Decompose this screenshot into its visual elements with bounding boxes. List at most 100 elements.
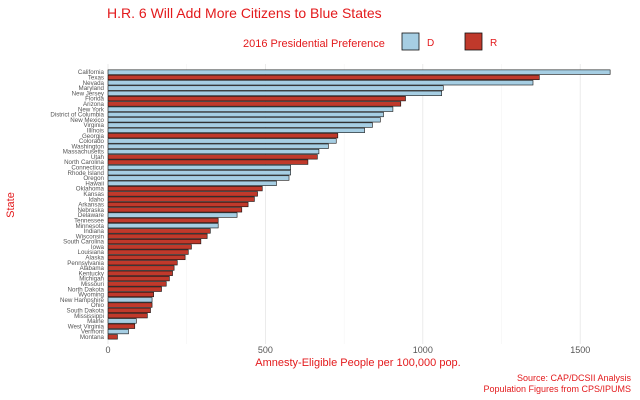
y-tick-label: New Hampshire	[60, 297, 105, 304]
bar-illinois	[107, 127, 365, 133]
bar-massachusetts	[107, 148, 320, 155]
bar-louisiana	[107, 249, 189, 255]
bar-district-of-columbia	[107, 111, 384, 118]
y-tick-label: Oklahoma	[76, 186, 105, 193]
legend-swatch-d	[401, 32, 420, 51]
bar-new-jersey	[107, 90, 443, 96]
y-tick-label: Nebraska	[78, 207, 105, 214]
legend-label-d: D	[427, 38, 434, 49]
bar-tennessee	[107, 217, 219, 223]
y-tick-label: Kentucky	[79, 270, 105, 277]
y-tick-label: Texas	[88, 75, 104, 82]
y-tick-label: New Mexico	[70, 117, 104, 124]
bar-pennsylvania	[107, 260, 178, 266]
y-tick-label: Delaware	[78, 212, 105, 219]
bar-georgia	[107, 133, 339, 139]
bar-texas	[107, 74, 540, 81]
bar-arkansas	[107, 201, 249, 208]
bar-new-hampshire	[107, 297, 153, 303]
bar-new-york	[107, 106, 394, 112]
bar-delaware	[107, 212, 238, 218]
bar-washington	[107, 143, 329, 149]
y-tick-label: Nevada	[83, 80, 105, 87]
legend-title: 2016 Presidential Preference	[243, 38, 385, 50]
y-tick-label: South Carolina	[63, 239, 104, 246]
y-tick-label: Maryland	[79, 85, 105, 92]
bar-nevada	[107, 80, 534, 86]
x-tick-labels: 0 500 1000 1500	[105, 345, 590, 355]
bar-west-virginia	[107, 323, 136, 329]
bar-arizona	[107, 101, 402, 107]
bar-utah	[107, 154, 318, 160]
y-tick-label: North Dakota	[68, 286, 105, 293]
bar-kansas	[107, 191, 258, 197]
bar-california	[107, 69, 611, 75]
y-tick-label: Alabama	[80, 265, 105, 272]
y-axis-label: State	[5, 192, 17, 218]
bar-rhode-island	[107, 170, 291, 176]
y-tick-label: Kansas	[83, 191, 104, 198]
bar-north-dakota	[107, 286, 162, 292]
y-tick-label: North Carolina	[64, 159, 104, 166]
caption-population: Population Figures from CPS/IPUMS	[483, 384, 631, 394]
bar-south-dakota	[107, 307, 151, 313]
bar-kentucky	[107, 270, 173, 276]
y-tick-label: Missouri	[81, 281, 104, 288]
y-tick-label: Idaho	[89, 196, 105, 203]
y-tick-label: Ohio	[91, 302, 105, 309]
legend-swatch-r	[464, 32, 483, 51]
bar-ohio	[107, 302, 153, 308]
bar-alabama	[107, 265, 175, 271]
y-tick-label: Massachusetts	[63, 149, 104, 156]
x-axis-label: Amnesty-Eligible People per 100,000 pop.	[255, 357, 460, 369]
y-tick-label: California	[78, 69, 105, 76]
bar-minnesota	[107, 223, 219, 229]
bar-idaho	[107, 196, 255, 202]
y-tick-label: Maine	[87, 318, 104, 325]
bar-florida	[107, 96, 406, 102]
y-tick-label: Indiana	[84, 228, 105, 235]
y-tick-label: District of Columbia	[50, 112, 104, 119]
bar-vermont	[107, 328, 129, 335]
x-tick-label: 1500	[570, 345, 590, 355]
bar-maine	[107, 318, 137, 324]
y-tick-label: Wyoming	[78, 292, 104, 299]
chart-title: H.R. 6 Will Add More Citizens to Blue St…	[107, 5, 382, 21]
y-tick-label: Arkansas	[78, 202, 104, 209]
y-tick-label: Colorado	[79, 138, 105, 145]
y-tick-label: Mississippi	[74, 313, 104, 320]
y-tick-label: Arizona	[83, 101, 105, 108]
y-tick-label: Virginia	[83, 122, 104, 129]
bar-montana	[107, 334, 118, 340]
caption-source: Source: CAP/DCSII Analysis	[517, 373, 632, 383]
bar-new-mexico	[107, 117, 381, 123]
y-tick-label: Louisiana	[78, 249, 105, 256]
y-tick-label: Michigan	[79, 276, 104, 283]
y-tick-label: West Virginia	[68, 323, 105, 330]
y-tick-label: Utah	[91, 154, 105, 161]
y-tick-label: Oregon	[83, 175, 104, 182]
bar-connecticut	[107, 164, 291, 171]
x-tick-label: 1000	[413, 345, 433, 355]
bar-virginia	[107, 122, 373, 128]
y-tick-label: Connecticut	[71, 165, 104, 172]
bar-maryland	[107, 85, 444, 91]
bar-mississippi	[107, 313, 148, 319]
y-tick-label: Hawaii	[85, 180, 104, 187]
x-tick-label: 500	[258, 345, 273, 355]
bar-wyoming	[107, 291, 154, 298]
bar-colorado	[107, 138, 337, 144]
bars	[107, 69, 611, 340]
y-tick-label: Alaska	[85, 255, 104, 262]
bar-south-carolina	[107, 238, 202, 245]
y-tick-label: Iowa	[91, 244, 105, 251]
y-tick-label: Pennsylvania	[67, 260, 104, 267]
bar-oklahoma	[107, 186, 263, 192]
bar-alaska	[107, 254, 186, 261]
y-tick-label: Tennessee	[74, 217, 104, 224]
bar-iowa	[107, 244, 192, 250]
y-tick-label: Florida	[85, 96, 104, 103]
bar-michigan	[107, 276, 170, 282]
